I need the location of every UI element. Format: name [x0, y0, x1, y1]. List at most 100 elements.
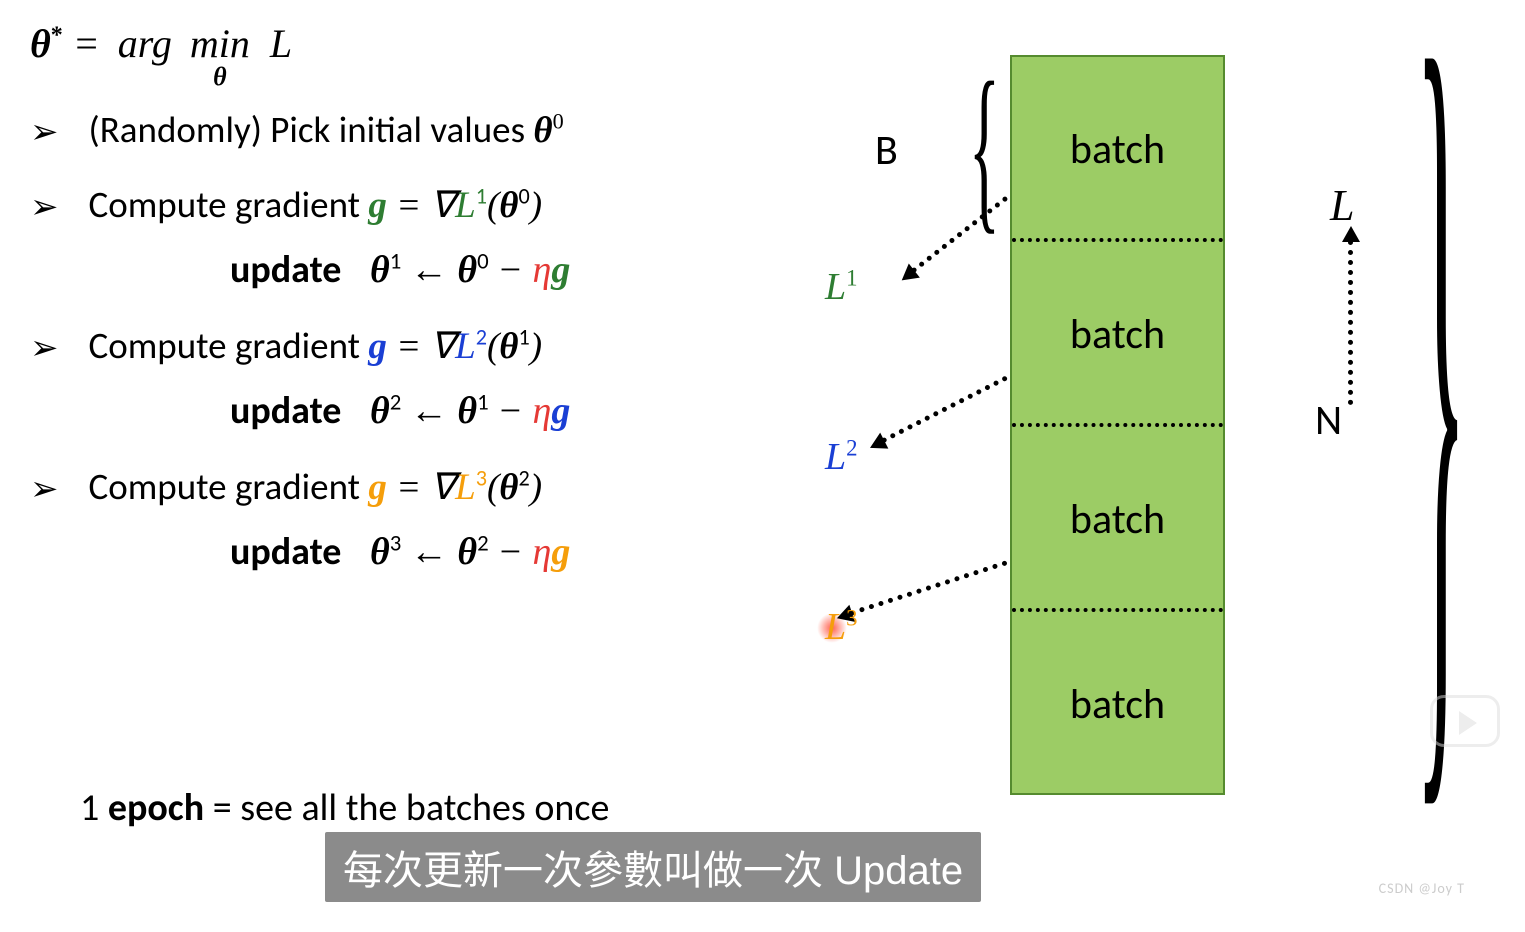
Lb2s: 2 [846, 435, 857, 460]
lp1: ( [487, 185, 499, 226]
watermark: CSDN @Joy T [1379, 880, 1465, 897]
theta2b-sup: 2 [519, 465, 530, 492]
g2: g [368, 326, 387, 367]
bullet-1: ➢ (Randomly) Pick initial values θ0 [30, 107, 850, 152]
minus1: − [497, 249, 532, 291]
compute-label-1: Compute gradient [89, 182, 369, 227]
theta1a: θ [370, 249, 390, 291]
b1-theta: θ [533, 110, 552, 151]
label-N: N [1315, 395, 1342, 446]
min-sub: θ [213, 62, 227, 92]
b1-prefix: (Randomly) Pick initial values [89, 107, 534, 152]
update-label-2: update [230, 388, 341, 434]
batch-label-2: batch [1070, 309, 1165, 360]
theta1c-sup: 1 [477, 388, 489, 416]
batch-label-3: batch [1070, 494, 1165, 545]
epoch-bold: epoch [108, 785, 204, 831]
theta3a: θ [370, 531, 390, 573]
arg: arg [118, 21, 172, 66]
L2-sup: 2 [476, 324, 487, 351]
compute-label-2: Compute gradient [89, 323, 369, 368]
theta0a: θ [499, 185, 518, 226]
L2-sym: L [455, 326, 476, 367]
loss-badge-1: L1 [825, 265, 858, 309]
lp2: ( [487, 326, 499, 367]
Lb1s: 1 [846, 265, 857, 290]
theta1b-sup: 1 [519, 324, 530, 351]
video-play-icon[interactable] [1430, 695, 1500, 747]
Lb1: L [825, 266, 846, 308]
eta3: η [532, 531, 551, 573]
arrow3-sym: ← [410, 531, 458, 573]
update-1: update θ1 ← θ0 − ηg [230, 247, 850, 293]
g3: g [368, 467, 387, 508]
update-3: update θ3 ← θ2 − ηg [230, 529, 850, 575]
minus2: − [497, 390, 532, 432]
compute-label-3: Compute gradient [89, 464, 369, 509]
equals: = [73, 21, 100, 66]
bullet-2: ➢ Compute gradient g = ∇L1(θ0) [30, 182, 850, 227]
subtitle-caption: 每次更新一次參數叫做一次 Update [325, 832, 981, 902]
bullet-1-text: (Randomly) Pick initial values θ0 [89, 107, 564, 152]
g1b: g [551, 249, 570, 291]
brace-left-icon: { [969, 55, 1000, 240]
bullet-4-text: Compute gradient g = ∇L3(θ2) [89, 464, 543, 509]
up-arrow-icon [1348, 230, 1353, 405]
batch-cell-1: batch [1012, 57, 1223, 242]
slide-canvas: θ* = arg min θ L ➢ (Randomly) Pick initi… [0, 0, 1525, 932]
rp2: ) [530, 326, 542, 367]
theta0a-sup: 0 [519, 183, 530, 210]
theta1c: θ [457, 390, 477, 432]
theta2b: θ [499, 467, 518, 508]
arrow1-sym: ← [410, 249, 458, 291]
rp3: ) [530, 467, 542, 508]
update-2: update θ2 ← θ1 − ηg [230, 388, 850, 434]
L3-sym: L [455, 467, 476, 508]
dotted-arrow-3 [840, 560, 1008, 619]
loss-badge-3: L3 [825, 605, 858, 649]
label-B: B [875, 125, 898, 176]
epoch-definition: 1 epoch = see all the batches once [80, 785, 609, 831]
theta0b-sup: 0 [477, 247, 489, 275]
g1: g [368, 185, 387, 226]
label-L: L [1330, 180, 1354, 231]
bullet-marker: ➢ [30, 112, 59, 152]
g3b: g [551, 531, 570, 573]
dotted-arrow-2 [872, 375, 1008, 448]
eta1: η [532, 249, 551, 291]
bullet-4: ➢ Compute gradient g = ∇L3(θ2) [30, 464, 850, 509]
L1-sym: L [455, 185, 476, 226]
bullet-marker: ➢ [30, 328, 59, 368]
eta2: η [532, 390, 551, 432]
batch-label-1: batch [1070, 124, 1165, 175]
theta2a: θ [370, 390, 390, 432]
batch-cell-2: batch [1012, 242, 1223, 427]
theta0b: θ [457, 249, 477, 291]
batch-cell-4: batch [1012, 612, 1223, 797]
min-block: min θ [190, 20, 250, 67]
update-label-3: update [230, 529, 341, 575]
bullet-marker: ➢ [30, 187, 59, 227]
theta2a-sup: 2 [390, 388, 402, 416]
batch-stack: batch batch batch batch [1010, 55, 1225, 795]
bullet-3: ➢ Compute gradient g = ∇L2(θ1) [30, 323, 850, 368]
theta2c-sup: 2 [477, 529, 489, 557]
eq-nabla-3: = ∇ [387, 467, 455, 508]
theta1b: θ [499, 326, 518, 367]
min-text: min [190, 21, 250, 66]
loss-L: L [270, 21, 292, 66]
Lb3: L [825, 606, 846, 648]
Lb2: L [825, 436, 846, 478]
Lb3s: 3 [846, 605, 857, 630]
theta2c: θ [457, 531, 477, 573]
rp1: ) [530, 185, 542, 226]
objective-equation: θ* = arg min θ L [30, 20, 850, 67]
bullet-2-text: Compute gradient g = ∇L1(θ0) [89, 182, 543, 227]
batch-label-4: batch [1070, 679, 1165, 730]
bullet-3-text: Compute gradient g = ∇L2(θ1) [89, 323, 543, 368]
theta1a-sup: 1 [390, 247, 402, 275]
batch-cell-3: batch [1012, 427, 1223, 612]
eq-nabla-1: = ∇ [387, 185, 455, 226]
bullet-marker: ➢ [30, 469, 59, 509]
epoch-prefix: 1 [80, 785, 108, 831]
